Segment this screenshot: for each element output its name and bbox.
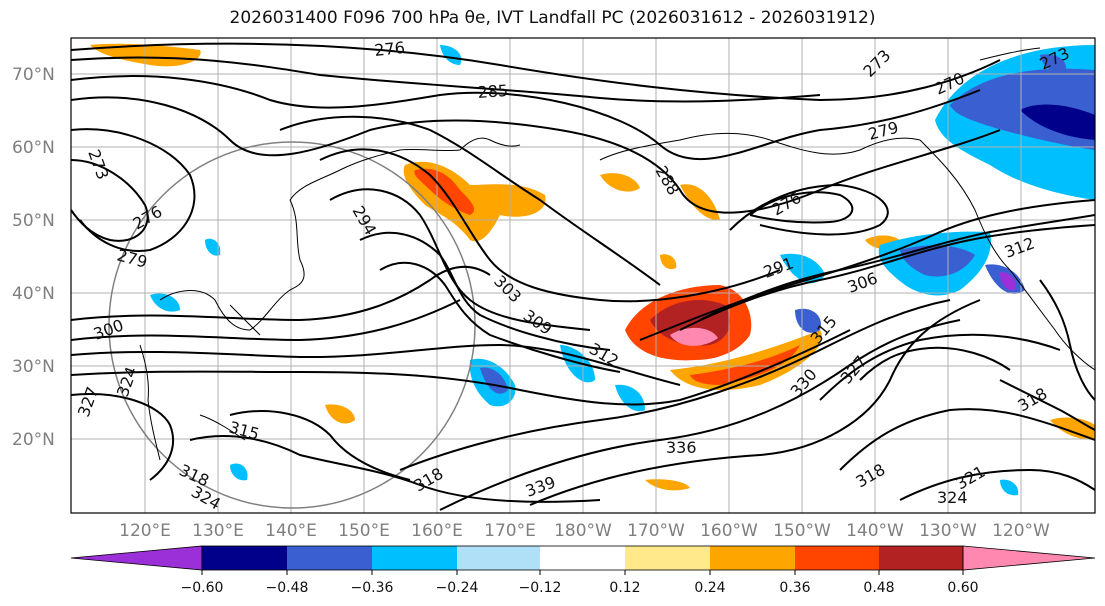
coastlines xyxy=(139,47,1095,461)
colorbar-tick-label: 0.36 xyxy=(779,580,810,596)
lon-label: 140°E xyxy=(265,521,317,541)
colorbar-tick-label: −0.24 xyxy=(436,580,479,596)
colorbar-segment xyxy=(202,546,287,570)
contour-label: 276 xyxy=(373,38,405,60)
graticule xyxy=(71,38,1095,513)
colorbar-segment xyxy=(879,546,963,570)
colorbar-segment xyxy=(710,546,795,570)
colorbar-segment xyxy=(540,546,625,570)
lon-label: 150°W xyxy=(773,521,831,541)
lon-label: 160°W xyxy=(700,521,758,541)
lat-label: 30°N xyxy=(12,357,55,377)
positive-anomaly-region xyxy=(670,327,718,346)
longitude-labels: 120°E 130°E 140°E 150°E 160°E 170°E 180°… xyxy=(119,521,1050,541)
lon-label: 140°W xyxy=(846,521,904,541)
lon-label: 130°E xyxy=(192,521,244,541)
theta-e-contours xyxy=(71,42,1095,511)
lon-label: 150°E xyxy=(338,521,390,541)
negative-anomaly-region xyxy=(205,238,221,256)
colorbar-tick-label: 0.12 xyxy=(609,580,640,596)
lat-label: 20°N xyxy=(12,430,55,450)
colorbar-tick-label: 0.48 xyxy=(863,580,894,596)
contour-label: 285 xyxy=(477,81,509,102)
negative-anomaly-region xyxy=(1000,479,1019,496)
colorbar-tick-label: 0.60 xyxy=(947,580,978,596)
lon-label: 120°E xyxy=(119,521,171,541)
positive-anomaly-region xyxy=(325,404,355,424)
lat-label: 60°N xyxy=(12,138,55,158)
latitude-labels: 70°N 60°N 50°N 40°N 30°N 20°N xyxy=(12,65,55,450)
colorbar-segment xyxy=(287,546,372,570)
colorbar-segment xyxy=(625,546,710,570)
colorbar-segment xyxy=(795,546,879,570)
lon-label: 170°W xyxy=(627,521,685,541)
colorbar: −0.60 −0.48 −0.36 −0.24 −0.12 0.12 0.24 … xyxy=(70,545,1096,596)
colorbar-segment xyxy=(457,546,540,570)
contour-label: 324 xyxy=(937,488,968,507)
negative-anomaly-region xyxy=(1040,54,1066,73)
colorbar-tick-label: −0.36 xyxy=(351,580,394,596)
positive-anomaly-region xyxy=(690,345,800,385)
negative-anomaly-region xyxy=(230,463,248,481)
colorbar-tick-label: 0.24 xyxy=(694,580,725,596)
map-title: 2026031400 F096 700 hPa θe, IVT Landfall… xyxy=(229,8,876,28)
negative-anomaly-region xyxy=(795,308,821,333)
negative-anomaly-region xyxy=(1000,272,1016,291)
lat-label: 70°N xyxy=(12,65,55,85)
colorbar-tick-label: −0.60 xyxy=(181,580,224,596)
positive-anomaly-region xyxy=(600,173,640,192)
lon-label: 160°E xyxy=(411,521,463,541)
lon-label: 120°W xyxy=(992,521,1050,541)
lon-label: 170°E xyxy=(484,521,536,541)
lat-label: 40°N xyxy=(12,284,55,304)
positive-anomaly-region xyxy=(660,254,677,270)
colorbar-tick-label: −0.12 xyxy=(519,580,562,596)
negative-anomaly-region xyxy=(150,293,180,312)
colorbar-segment xyxy=(962,545,1096,571)
colorbar-segment xyxy=(70,545,203,571)
lat-label: 50°N xyxy=(12,211,55,231)
negative-anomaly-region xyxy=(440,45,462,65)
lon-label: 130°W xyxy=(919,521,977,541)
colorbar-tick-label: −0.48 xyxy=(266,580,309,596)
contour-label: 336 xyxy=(666,438,697,457)
colorbar-segment xyxy=(372,546,457,570)
plot-frame xyxy=(70,37,1096,514)
lon-label: 180°W xyxy=(554,521,612,541)
negative-anomaly-region xyxy=(1020,104,1095,140)
